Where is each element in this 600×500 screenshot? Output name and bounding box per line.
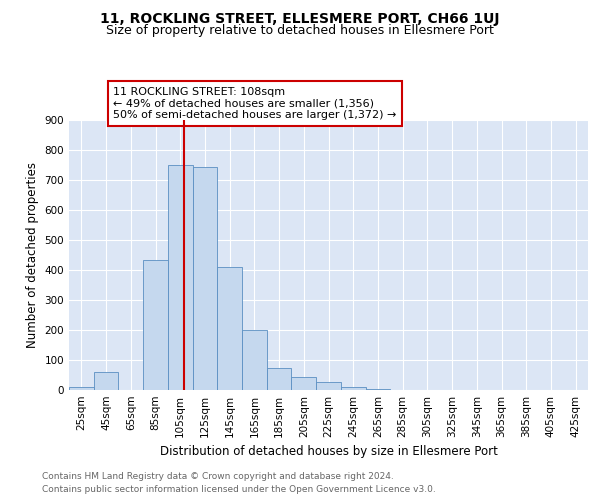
Bar — [316, 382, 341, 390]
Bar — [341, 387, 365, 390]
Bar — [217, 267, 242, 390]
Bar — [267, 368, 292, 390]
Bar — [193, 166, 217, 390]
X-axis label: Distribution of detached houses by size in Ellesmere Port: Distribution of detached houses by size … — [160, 446, 497, 458]
Text: Size of property relative to detached houses in Ellesmere Port: Size of property relative to detached ho… — [106, 24, 494, 37]
Bar — [94, 372, 118, 390]
Text: 11, ROCKLING STREET, ELLESMERE PORT, CH66 1UJ: 11, ROCKLING STREET, ELLESMERE PORT, CH6… — [100, 12, 500, 26]
Bar — [168, 165, 193, 390]
Bar — [365, 388, 390, 390]
Bar — [242, 330, 267, 390]
Bar — [292, 376, 316, 390]
Text: Contains public sector information licensed under the Open Government Licence v3: Contains public sector information licen… — [42, 485, 436, 494]
Text: 11 ROCKLING STREET: 108sqm
← 49% of detached houses are smaller (1,356)
50% of s: 11 ROCKLING STREET: 108sqm ← 49% of deta… — [113, 87, 397, 120]
Y-axis label: Number of detached properties: Number of detached properties — [26, 162, 39, 348]
Text: Contains HM Land Registry data © Crown copyright and database right 2024.: Contains HM Land Registry data © Crown c… — [42, 472, 394, 481]
Bar — [143, 260, 168, 390]
Bar — [69, 387, 94, 390]
